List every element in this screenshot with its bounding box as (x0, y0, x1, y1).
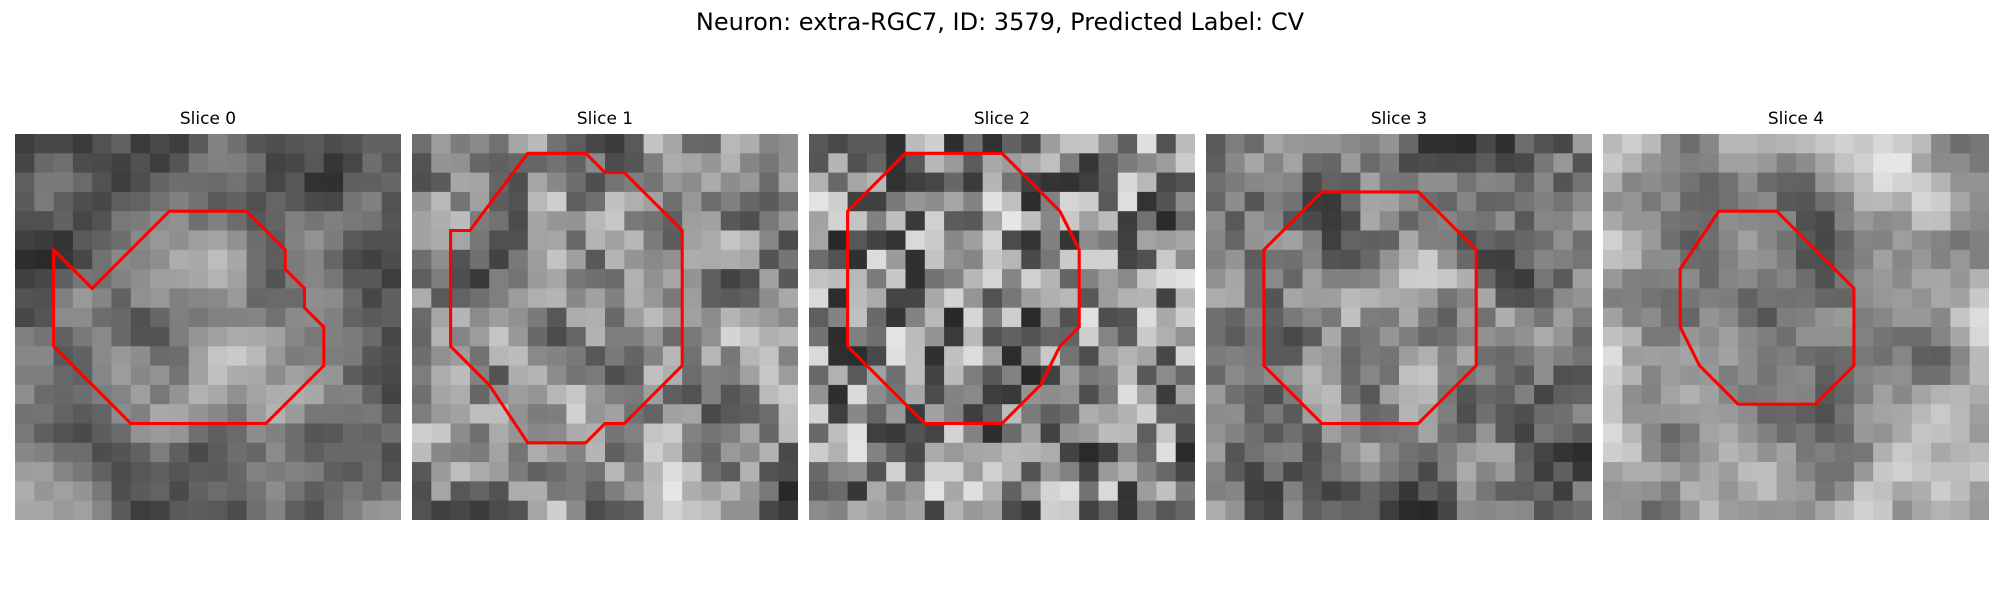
contour-outline (1262, 190, 1478, 426)
panel-title: Slice 1 (576, 109, 634, 129)
panel-title: Slice 0 (179, 109, 237, 129)
panel-slice-1: Slice 1 (412, 108, 798, 520)
contour-outline (846, 151, 1081, 426)
microscopy-image-slice-0 (15, 134, 401, 520)
contour-outline (449, 151, 684, 445)
panel-slice-3: Slice 3 (1206, 108, 1592, 520)
panel-slice-0: Slice 0 (15, 108, 401, 520)
microscopy-image-slice-3 (1206, 134, 1592, 520)
contour-outline (1678, 209, 1856, 406)
figure-title: Neuron: extra-RGC7, ID: 3579, Predicted … (695, 8, 1305, 36)
panel-title: Slice 2 (973, 109, 1031, 129)
contour-outline (52, 209, 326, 426)
panel-slice-4: Slice 4 (1603, 108, 1989, 520)
panel-title: Slice 3 (1370, 109, 1428, 129)
microscopy-image-slice-2 (809, 134, 1195, 520)
panel-title: Slice 4 (1767, 109, 1825, 129)
panel-slice-2: Slice 2 (809, 108, 1195, 520)
microscopy-image-slice-1 (412, 134, 798, 520)
microscopy-image-slice-4 (1603, 134, 1989, 520)
